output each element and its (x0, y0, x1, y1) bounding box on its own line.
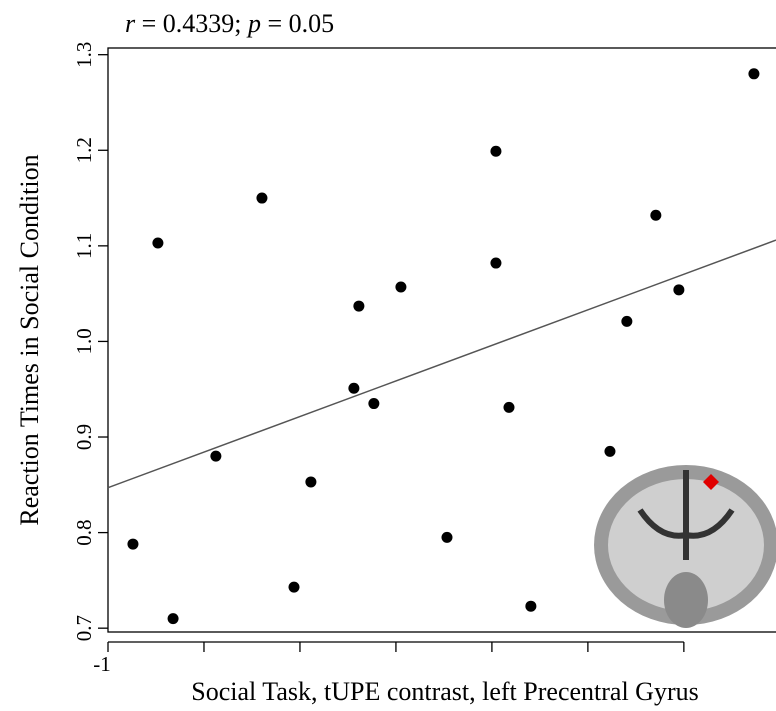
point (167, 613, 179, 625)
y-tick-label: 0.7 (72, 615, 96, 641)
point (503, 401, 515, 413)
y-tick-label: 1.1 (72, 233, 96, 259)
point (305, 476, 317, 488)
annotation-part: = 0.05 (261, 9, 334, 38)
annotation-part: = 0.4339; (135, 9, 248, 38)
point (673, 284, 685, 296)
x-tick-label: -1 (93, 652, 111, 676)
point (525, 600, 537, 612)
y-tick-label: 1.3 (72, 42, 96, 68)
x-axis-label: Social Task, tUPE contrast, left Precent… (191, 677, 698, 706)
y-tick-label: 1.2 (72, 137, 96, 163)
point (288, 581, 300, 593)
point (152, 237, 164, 249)
fit-line (107, 239, 776, 489)
point (210, 450, 222, 462)
y-tick-label: 0.9 (72, 424, 96, 450)
y-tick-label: 1.0 (72, 328, 96, 354)
point (127, 538, 139, 550)
brain-inset (594, 465, 776, 628)
point (353, 300, 365, 312)
plot-frame (107, 47, 776, 633)
y-tick-label: 0.8 (72, 519, 96, 545)
point (490, 145, 502, 157)
point (395, 281, 407, 293)
annotation-part: r (125, 9, 136, 38)
point (604, 445, 616, 457)
y-axis-label: Reaction Times in Social Condition (15, 154, 44, 525)
point (621, 315, 633, 327)
point (490, 257, 502, 269)
point (348, 382, 360, 394)
point (441, 531, 453, 543)
point (368, 398, 380, 410)
point (748, 68, 760, 80)
point (650, 209, 662, 221)
point (256, 192, 268, 204)
annotation-part: p (246, 9, 261, 38)
annotation: r = 0.4339; p = 0.05 (125, 9, 334, 38)
